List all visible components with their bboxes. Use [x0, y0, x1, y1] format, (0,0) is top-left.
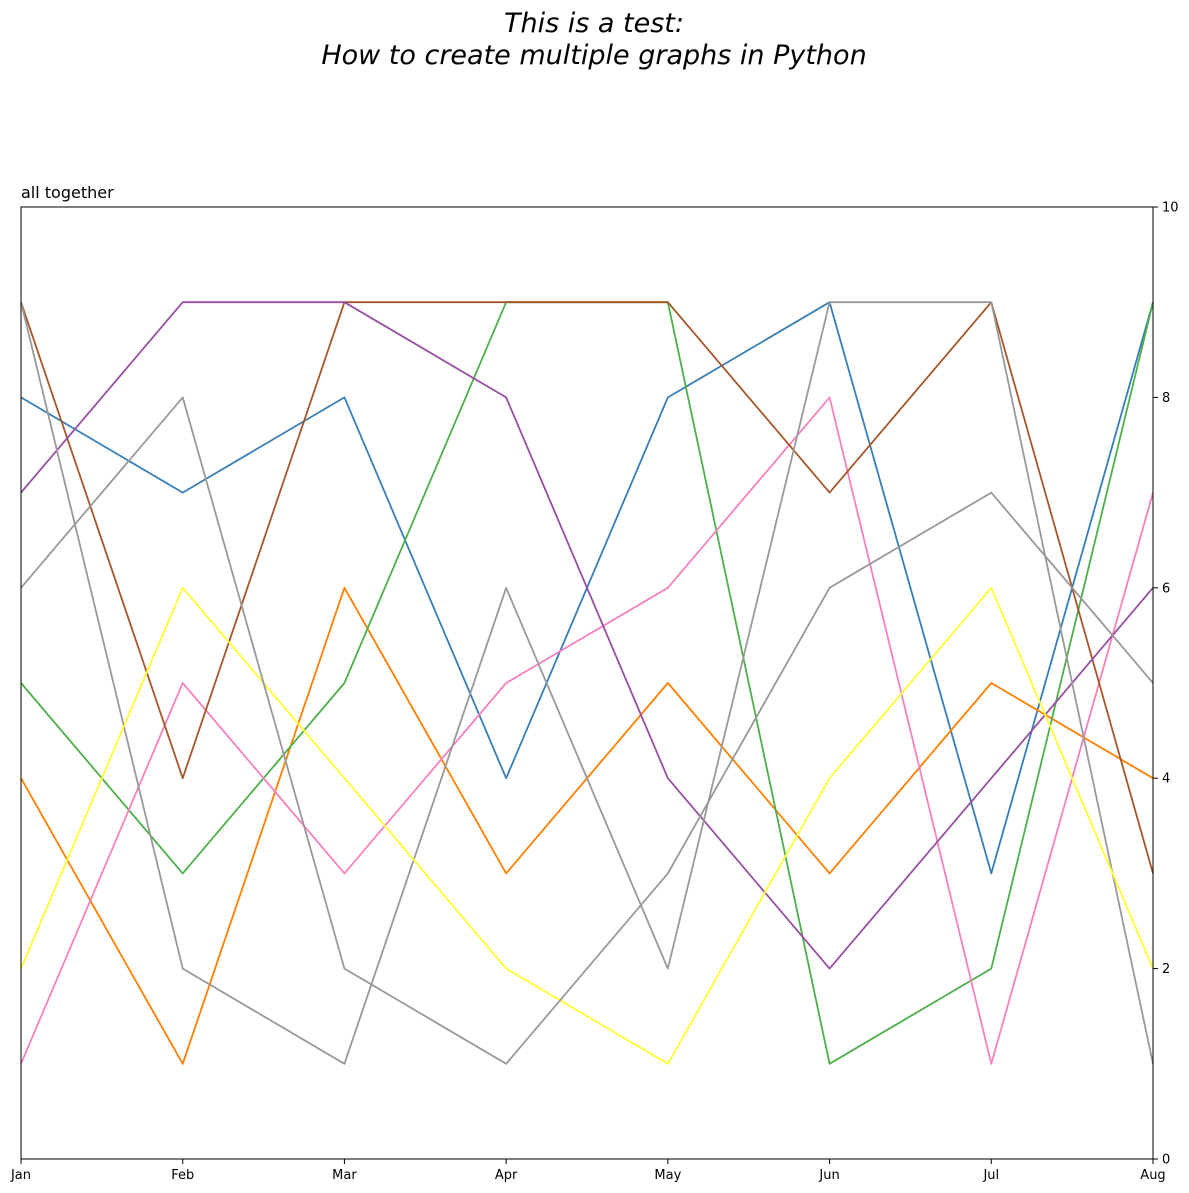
- series-line-4: [20, 396, 1154, 1065]
- x-axis: Jan Feb Mar Apr May Jun Jul Aug: [10, 1159, 1166, 1183]
- series-line-3: [20, 301, 1154, 1065]
- chart-title-line-1: This is a test:: [504, 8, 684, 39]
- series-line-8: [20, 586, 1154, 1065]
- chart-title-line-2: How to create multiple graphs in Python: [321, 40, 866, 71]
- series-line-7: [20, 301, 1154, 1065]
- x-tick-label-feb: Feb: [171, 1168, 194, 1183]
- x-tick-label-jan: Jan: [10, 1168, 31, 1183]
- series-line-9: [20, 396, 1154, 1065]
- y-tick-label-10: 10: [1162, 201, 1179, 216]
- x-tick-label-may: May: [654, 1168, 681, 1183]
- plot-frame: [20, 206, 1154, 1160]
- chart-subtitle: all together: [21, 183, 114, 202]
- x-tick-label-jul: Jul: [982, 1168, 999, 1183]
- plot-lines: [20, 301, 1154, 1065]
- x-tick-label-apr: Apr: [495, 1168, 518, 1183]
- series-line-6: [20, 301, 1154, 970]
- x-tick-label-jun: Jun: [818, 1168, 839, 1183]
- y-tick-label-8: 8: [1162, 391, 1170, 406]
- y-tick-label-6: 6: [1162, 581, 1170, 596]
- x-tick-label-aug: Aug: [1140, 1168, 1165, 1183]
- y-axis-right: 0 2 4 6 8 10: [1153, 201, 1179, 1168]
- series-line-2: [20, 586, 1154, 1065]
- y-tick-label-2: 2: [1162, 962, 1170, 977]
- series-line-5: [20, 301, 1154, 874]
- x-tick-label-mar: Mar: [332, 1168, 357, 1183]
- y-tick-label-4: 4: [1162, 772, 1170, 787]
- y-tick-label-0: 0: [1162, 1153, 1170, 1168]
